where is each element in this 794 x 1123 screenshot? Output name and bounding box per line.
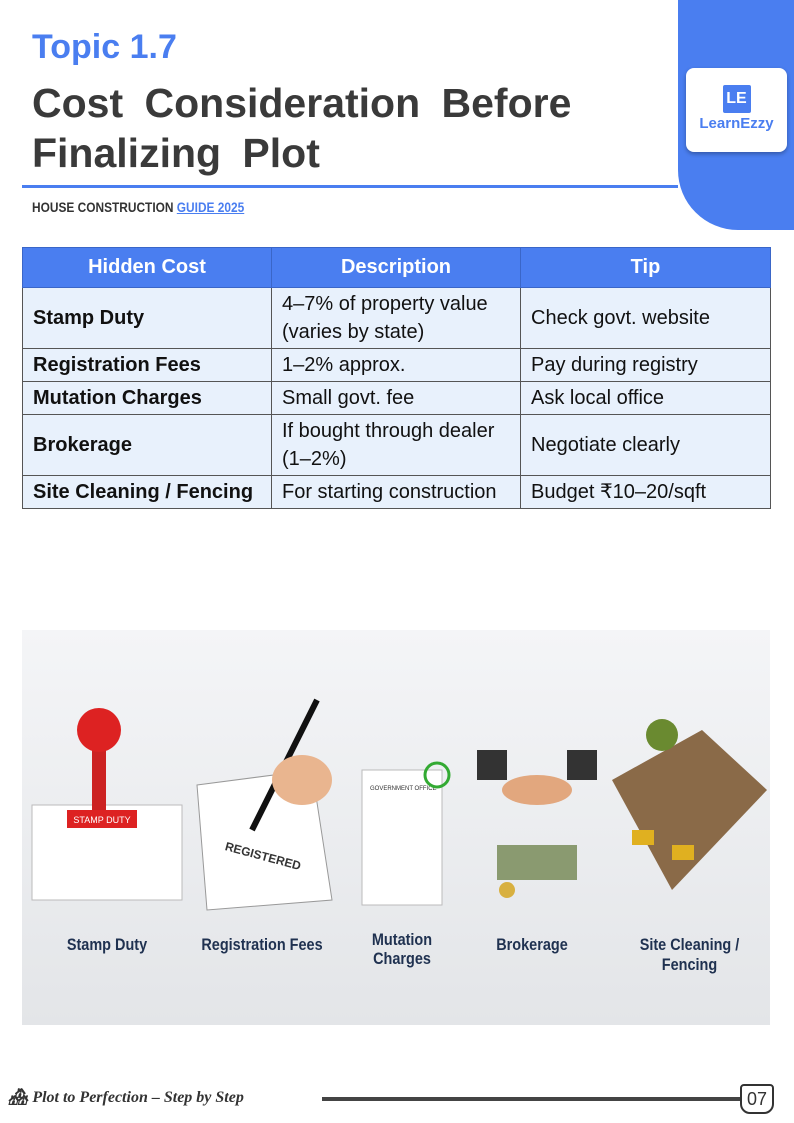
table-cell: Negotiate clearly [520,414,771,476]
cost-illustration: STAMP DUTY REGISTERED GOVERNMENT OFFICE … [22,630,770,1025]
logo: LE LearnEzzy [686,68,787,152]
guide-link[interactable]: GUIDE 2025 [176,199,245,215]
table-cell: 1–2% approx. [271,348,521,382]
illustration-label: Registration Fees [201,935,323,954]
table-cell: For starting construction [271,475,521,509]
table-row: Mutation Charges Small govt. fee Ask local… [22,381,771,415]
logo-mark: LE [722,85,751,113]
svg-text:GOVERNMENT OFFICE: GOVERNMENT OFFICE [370,786,437,792]
svg-text:STAMP DUTY: STAMP DUTY [73,815,130,825]
table-cell: Ask local office [520,381,771,415]
illustration-graphics: STAMP DUTY REGISTERED GOVERNMENT OFFICE [31,698,767,911]
table-cell: Stamp Duty [22,287,272,349]
registration-document-icon: REGISTERED [196,698,333,911]
table-cell: Site Cleaning / Fencing [22,475,272,509]
footer-tagline: 🏘 Plot to Perfection – Step by Step [8,1087,244,1107]
site-fencing-icon [612,719,767,890]
illustration-label: Mutation Charges [371,930,433,968]
page-number: 07 [740,1084,774,1114]
hidden-cost-table: Hidden Cost Description Tip Stamp Duty 4–… [22,247,771,509]
illustration-label: Stamp Duty [66,935,148,954]
table-row: Site Cleaning / Fencing For starting cons… [22,475,771,509]
topic-label: Topic 1.7 [32,28,177,66]
stamp-icon: STAMP DUTY [31,708,183,901]
col-header: Tip [520,247,771,288]
logo-name: LearnEzzy [699,115,774,132]
table-cell: Registration Fees [22,348,272,382]
illustration-label: Site Cleaning / Fencing [639,935,740,974]
tagline-text: Plot to Perfection – Step by Step [32,1089,244,1106]
divider [22,185,678,188]
table-cell: Pay during registry [520,348,771,382]
handshake-money-icon [477,750,597,898]
page-title: Cost Consideration Before Finalizing Plo… [32,80,572,176]
table-row: Brokerage If bought through dealer (1–2%)… [22,414,771,476]
receipt-icon: GOVERNMENT OFFICE [361,761,451,906]
table-row: Registration Fees 1–2% approx. Pay during … [22,348,771,382]
col-header: Description [271,247,521,288]
illustration-label: Brokerage [496,935,568,954]
house-icon: 🏘 [8,1089,29,1106]
table-cell: Budget ₹10–20/sqft [520,475,771,509]
col-header: Hidden Cost [22,247,272,288]
table-row: Stamp Duty 4–7% of property value (varies… [22,287,771,349]
table-cell: Brokerage [22,414,272,476]
footer-line [322,1097,740,1101]
table-cell: Mutation Charges [22,381,272,415]
subtitle-text: HOUSE CONSTRUCTION [32,199,177,215]
table-cell: Small govt. fee [271,381,521,415]
subtitle: HOUSE CONSTRUCTION GUIDE 2025 [32,199,244,215]
table-cell: 4–7% of property value (varies by state) [271,287,521,349]
table-cell: Check govt. website [520,287,771,349]
table-cell: If bought through dealer (1–2%) [271,414,521,476]
